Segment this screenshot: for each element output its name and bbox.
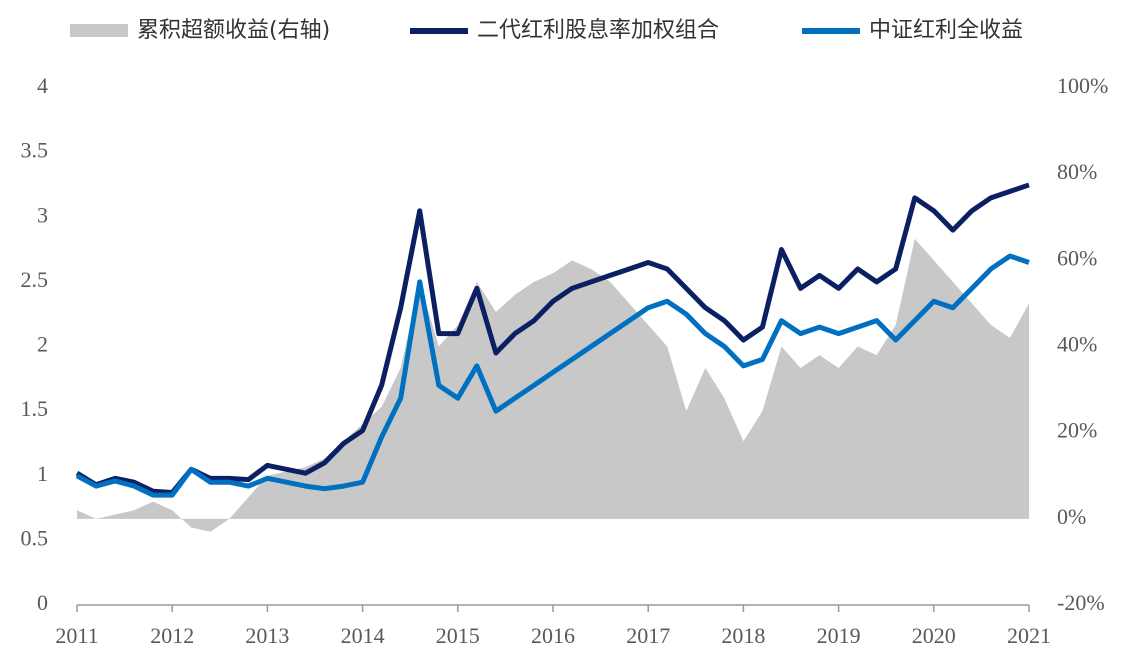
line xyxy=(75,182,1030,496)
x-tick-label: 2018 xyxy=(721,623,765,648)
line xyxy=(75,253,1030,498)
y-tick-label: 0.5 xyxy=(21,525,49,550)
legend-label: 二代红利股息率加权组合 xyxy=(477,18,719,43)
y-tick-label: 1.5 xyxy=(21,396,49,421)
y-tick-label: 3.5 xyxy=(21,138,49,163)
y2-tick-label: 20% xyxy=(1057,418,1097,443)
x-tick-label: 2014 xyxy=(341,623,385,648)
area xyxy=(77,238,1029,532)
legend-swatch xyxy=(70,24,128,37)
y-tick-label: 2 xyxy=(37,332,48,357)
y-tick-label: 3 xyxy=(37,202,48,227)
legend-label: 累积超额收益(右轴) xyxy=(137,18,330,43)
y2-tick-label: 100% xyxy=(1057,73,1108,98)
y2-tick-label: 60% xyxy=(1057,245,1097,270)
y-tick-label: 4 xyxy=(37,73,48,98)
y2-tick-label: 40% xyxy=(1057,332,1097,357)
x-tick-label: 2012 xyxy=(150,623,194,648)
x-tick-label: 2011 xyxy=(55,623,98,648)
x-tick-label: 2021 xyxy=(1007,623,1051,648)
x-tick-label: 2019 xyxy=(817,623,861,648)
x-tick-label: 2017 xyxy=(626,623,670,648)
x-tick-label: 2013 xyxy=(245,623,289,648)
y-tick-label: 1 xyxy=(37,461,48,486)
x-tick-label: 2016 xyxy=(531,623,575,648)
y2-tick-label: -20% xyxy=(1057,590,1105,615)
x-tick-label: 2015 xyxy=(436,623,480,648)
y-tick-label: 0 xyxy=(37,590,48,615)
x-tick-label: 2020 xyxy=(912,623,956,648)
y2-tick-label: 80% xyxy=(1057,159,1097,184)
y-tick-label: 2.5 xyxy=(21,267,49,292)
legend-label: 中证红利全收益 xyxy=(869,18,1023,43)
y2-tick-label: 0% xyxy=(1057,504,1086,529)
